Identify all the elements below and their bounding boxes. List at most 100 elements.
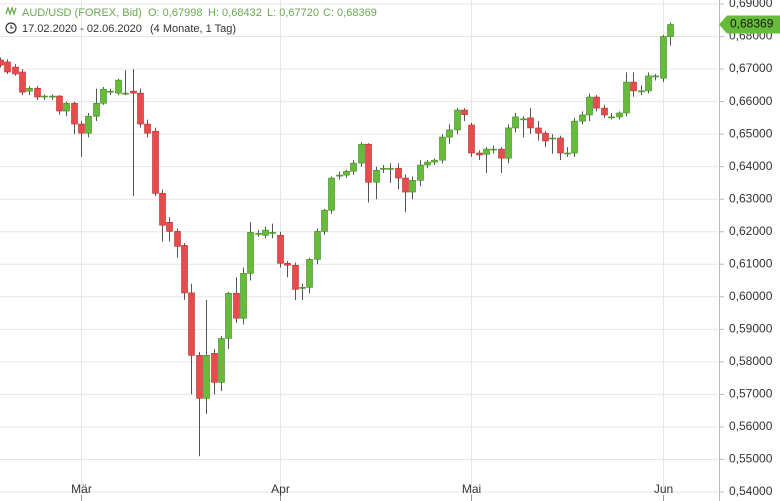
header-icon [5, 5, 17, 34]
last-price-tag [719, 15, 780, 34]
candle-body [454, 109, 461, 131]
x-tick-label: Mär [71, 482, 92, 496]
candle-body [159, 193, 166, 226]
y-tick-label: 0,61000 [729, 256, 773, 270]
candle-body [247, 232, 254, 274]
ohlc-high: H: 0,68432 [208, 7, 262, 19]
candle-body [645, 75, 652, 92]
candle-body [660, 36, 667, 79]
candle-body [373, 169, 380, 183]
candle-body [387, 167, 394, 170]
candle-body [225, 292, 232, 339]
candle-body [277, 235, 284, 264]
candle-body [343, 170, 350, 176]
y-tick-label: 0,63000 [729, 191, 773, 205]
candle-body [549, 137, 556, 140]
candle-body [542, 132, 549, 142]
candle-body [93, 102, 100, 117]
candle-body [601, 107, 608, 116]
candle-body [593, 96, 600, 109]
candle-body [233, 292, 240, 319]
chart-title: AUD/USD (FOREX, Bid) [22, 7, 142, 19]
candle-body [203, 355, 210, 399]
candle-body [262, 229, 269, 236]
x-tick-label: Mai [462, 482, 481, 496]
y-tick-label: 0,56000 [729, 419, 773, 433]
candle-body [19, 71, 26, 93]
candle-body [476, 152, 483, 156]
candle-body [56, 95, 63, 112]
candle-body [115, 79, 122, 94]
candle-body [255, 233, 262, 235]
ohlc-close: C: 0,68369 [323, 7, 377, 19]
date-range: 17.02.2020 - 02.06.2020 [22, 23, 142, 35]
candle-body [667, 24, 674, 37]
candle-body [616, 112, 623, 118]
candle-body [608, 116, 615, 119]
candle-body [498, 148, 505, 159]
candle-body [130, 90, 137, 94]
candle-body [623, 81, 630, 114]
candle-body [100, 88, 107, 104]
candle-body [166, 221, 173, 232]
candle-body [520, 118, 527, 121]
y-tick-label: 0,69000 [729, 0, 773, 10]
candle-body [314, 231, 321, 260]
candle-body [483, 148, 490, 155]
candle-body [365, 143, 372, 183]
grid [0, 0, 718, 501]
candle-body [218, 338, 225, 383]
candle-body [152, 130, 159, 194]
candle-body [144, 123, 151, 134]
candle-body [409, 180, 416, 193]
candle-body [85, 115, 92, 134]
candle-body [652, 75, 659, 78]
candle-body [630, 81, 637, 92]
candle-body [4, 61, 11, 73]
x-tick-label: Jun [654, 482, 673, 496]
candle-body [535, 127, 542, 134]
candle-body [49, 95, 56, 98]
candle-body [380, 167, 387, 170]
y-tick-label: 0,58000 [729, 354, 773, 368]
candle-body [490, 148, 497, 151]
y-tick-label: 0,60000 [729, 289, 773, 303]
candle-body [306, 259, 313, 288]
y-tick-label: 0,55000 [729, 452, 773, 466]
x-tick-label: Apr [271, 482, 290, 496]
y-tick-label: 0,57000 [729, 387, 773, 401]
y-tick-label: 0,65000 [729, 126, 773, 140]
candles [0, 22, 674, 457]
candle-body [284, 262, 291, 266]
y-tick-label: 0,64000 [729, 159, 773, 173]
y-tick-label: 0,66000 [729, 94, 773, 108]
candle-body [461, 109, 468, 115]
candle-body [328, 177, 335, 211]
ohlc-open: O: 0,67998 [148, 7, 202, 19]
candle-body [439, 136, 446, 161]
candle-body [26, 87, 33, 92]
candle-body [424, 161, 431, 166]
candle-body [505, 127, 512, 159]
candle-body [181, 245, 188, 294]
candle-body [41, 95, 48, 98]
candle-body [34, 87, 41, 98]
candle-body [512, 116, 519, 129]
candle-body [350, 162, 357, 172]
ohlc-low: L: 0,67720 [267, 7, 319, 19]
period: (4 Monate, 1 Tag) [150, 23, 236, 35]
candle-body [188, 292, 195, 356]
candle-body [122, 92, 129, 95]
candle-body [63, 102, 70, 112]
candle-body [557, 137, 564, 154]
candle-body [417, 164, 424, 181]
candle-body [395, 167, 402, 179]
candle-body [12, 66, 19, 75]
candle-body [211, 353, 218, 383]
candle-body [240, 273, 247, 319]
candle-body [0, 59, 4, 66]
candle-body [78, 123, 85, 134]
candle-body [321, 209, 328, 232]
candle-body [586, 96, 593, 116]
